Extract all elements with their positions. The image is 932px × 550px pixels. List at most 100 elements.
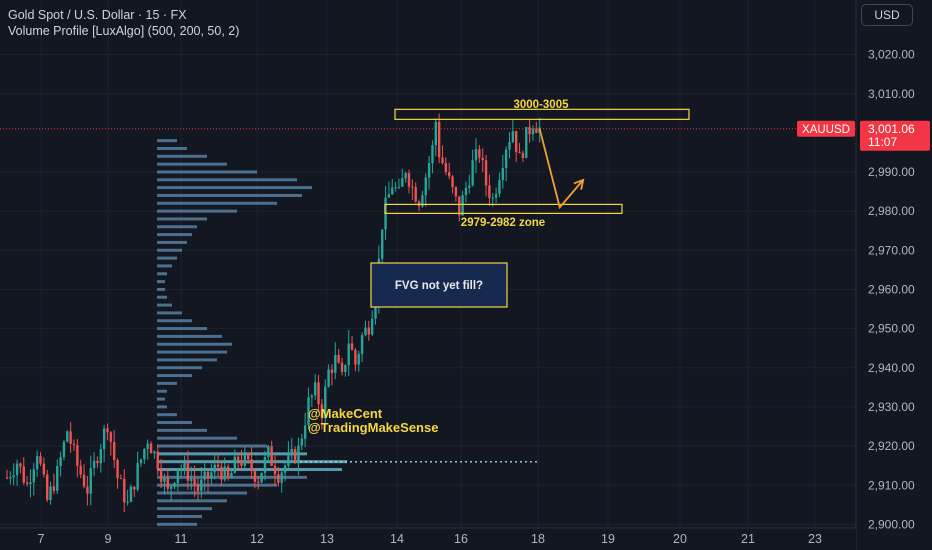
candle-body <box>324 386 327 419</box>
candle-body <box>69 431 72 444</box>
price-tick-label: 3,010.00 <box>868 87 915 101</box>
candle-body <box>240 460 243 466</box>
candle-body <box>424 177 427 196</box>
candle-body <box>146 443 149 449</box>
price-tick-label: 2,950.00 <box>868 322 915 336</box>
time-axis-panel[interactable] <box>0 528 856 550</box>
time-tick-label: 9 <box>105 532 112 546</box>
candle-body <box>414 187 417 202</box>
candle-body <box>317 382 320 405</box>
candle-body <box>327 369 330 387</box>
volume-profile-bar <box>157 154 207 158</box>
candle-body <box>210 472 213 479</box>
price-tick-label: 3,020.00 <box>868 48 915 62</box>
candle-body <box>149 443 153 454</box>
last-price-label: 3,001.06 <box>868 122 915 136</box>
projection-path[interactable] <box>538 128 584 210</box>
time-tick-label: 13 <box>320 532 334 546</box>
candle-body <box>186 462 190 481</box>
candle-body <box>303 425 307 439</box>
candle-body <box>528 127 531 135</box>
candle-body <box>82 474 86 487</box>
countdown-label: 11:07 <box>868 135 897 149</box>
price-tick-label: 2,930.00 <box>868 400 915 414</box>
candle-body <box>200 479 203 491</box>
support-zone-box[interactable] <box>384 203 623 214</box>
volume-profile-bar <box>157 334 222 338</box>
candle-body <box>270 446 273 466</box>
candle-body <box>397 186 401 188</box>
time-tick-label: 21 <box>741 532 755 546</box>
volume-profile-bar <box>157 327 207 331</box>
time-tick-label: 18 <box>531 532 545 546</box>
candle-body <box>535 128 538 133</box>
price-tick-label: 2,990.00 <box>868 165 915 179</box>
candle-body <box>444 163 448 173</box>
candle-body <box>488 185 491 199</box>
volume-profile-bar <box>157 209 237 213</box>
candle-body <box>176 469 180 483</box>
candle-body <box>153 451 156 454</box>
volume-profile-bar <box>157 240 187 244</box>
candle-body <box>504 149 508 169</box>
volume-profile-bar <box>157 413 177 417</box>
candle-body <box>257 481 260 483</box>
price-tick-label: 2,940.00 <box>868 361 915 375</box>
candle-body <box>89 468 92 494</box>
candle-body <box>277 474 280 483</box>
volume-profile-bar <box>157 468 342 472</box>
volume-profile-bar <box>157 389 167 393</box>
candle-body <box>458 196 461 216</box>
volume-profile-bar <box>157 436 237 440</box>
price-tick-label: 2,970.00 <box>868 243 915 257</box>
candle-body <box>109 432 113 443</box>
time-tick-label: 11 <box>175 532 188 546</box>
candle-body <box>12 475 15 478</box>
price-axis-panel[interactable] <box>856 0 932 550</box>
volume-profile-bar <box>157 358 217 362</box>
resistance-zone-box[interactable] <box>394 108 690 120</box>
candle-body <box>123 478 126 503</box>
volume-profile-bar <box>157 491 247 495</box>
candle-body <box>310 395 314 398</box>
resistance-zone-label: 3000-3005 <box>514 99 570 111</box>
candle-body <box>159 469 163 482</box>
candle-body <box>300 438 303 446</box>
candle-body <box>230 472 233 478</box>
candle-body <box>180 469 183 471</box>
candle-body <box>374 301 377 319</box>
candle-body <box>478 149 481 158</box>
price-tick-label: 2,960.00 <box>868 283 915 297</box>
candle-body <box>387 194 391 198</box>
candle-body <box>22 466 25 483</box>
candle-body <box>494 193 498 198</box>
candle-body <box>357 353 360 365</box>
candle-body <box>166 477 169 489</box>
currency-button[interactable]: USD <box>861 4 913 26</box>
candle-body <box>464 187 468 196</box>
volume-profile-bar <box>157 421 192 425</box>
volume-profile-bar <box>157 499 227 503</box>
volume-profile-bar <box>157 193 302 197</box>
candle-body <box>381 229 384 259</box>
candle-body <box>59 457 62 467</box>
candle-body <box>250 459 253 472</box>
candle-body <box>367 327 370 335</box>
time-tick-label: 16 <box>454 532 468 546</box>
candle-body <box>119 478 123 480</box>
volume-profile-bar <box>157 280 165 284</box>
volume-profile-bar <box>157 350 227 354</box>
candle-body <box>196 484 200 491</box>
watermark-tradingmakesense: @TradingMakeSense <box>308 420 438 435</box>
volume-profile-bar <box>157 405 167 409</box>
candle-body <box>468 185 471 188</box>
candle-body <box>290 449 293 455</box>
candle-body <box>260 472 263 483</box>
candle-body <box>226 466 230 478</box>
fvg-box[interactable] <box>370 262 508 308</box>
price-tick-label: 2,920.00 <box>868 439 915 453</box>
volume-profile-bar <box>157 452 307 456</box>
candle-body <box>518 151 521 154</box>
candle-body <box>330 369 334 373</box>
